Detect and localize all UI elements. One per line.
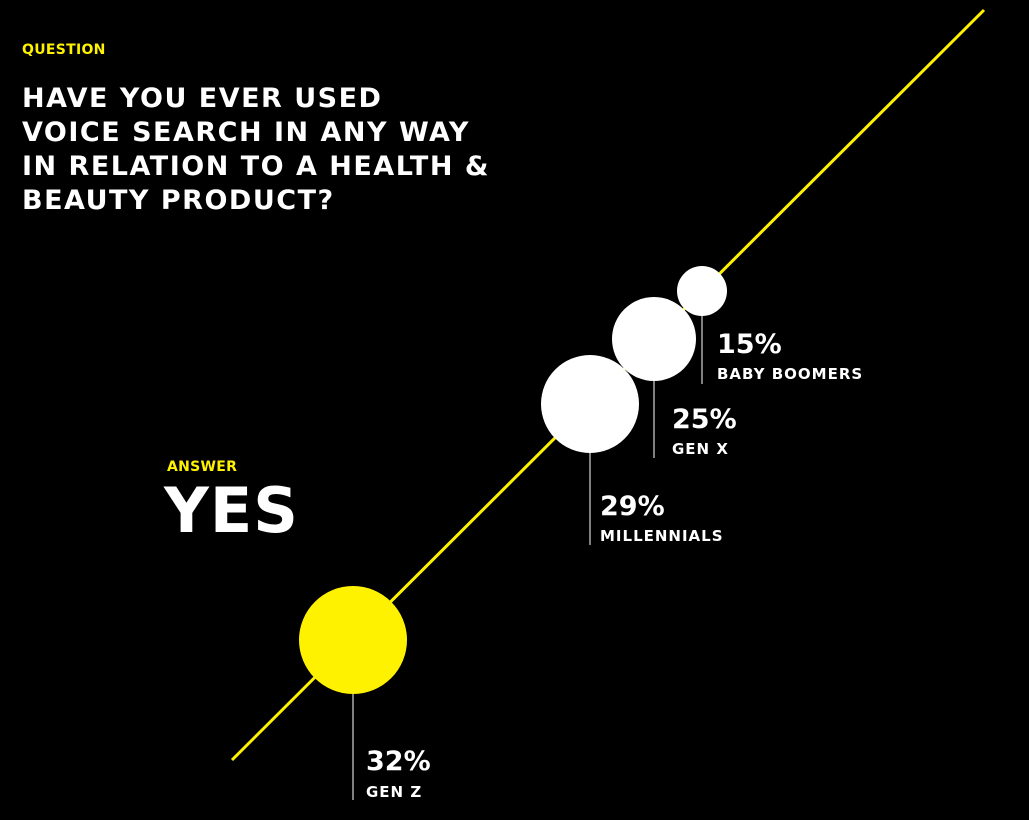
value-label-gen-z: 32% (366, 746, 431, 777)
category-label-gen-x: GEN X (672, 440, 729, 458)
value-label-gen-x: 25% (672, 404, 737, 435)
value-label-millennials: 29% (600, 491, 665, 522)
question-label: QUESTION (22, 42, 106, 58)
bubble-baby-boomers (677, 266, 727, 316)
answer-label: ANSWER (167, 459, 238, 475)
question-title: HAVE YOU EVER USED VOICE SEARCH IN ANY W… (22, 83, 490, 216)
answer-value: YES (164, 474, 299, 547)
bubble-gen-x (612, 297, 696, 381)
bubble-millennials (541, 355, 639, 453)
value-label-baby-boomers: 15% (717, 329, 782, 360)
category-label-gen-z: GEN Z (366, 783, 422, 801)
category-label-baby-boomers: BABY BOOMERS (717, 365, 863, 383)
category-label-millennials: MILLENNIALS (600, 527, 724, 545)
bubble-gen-z (299, 586, 407, 694)
